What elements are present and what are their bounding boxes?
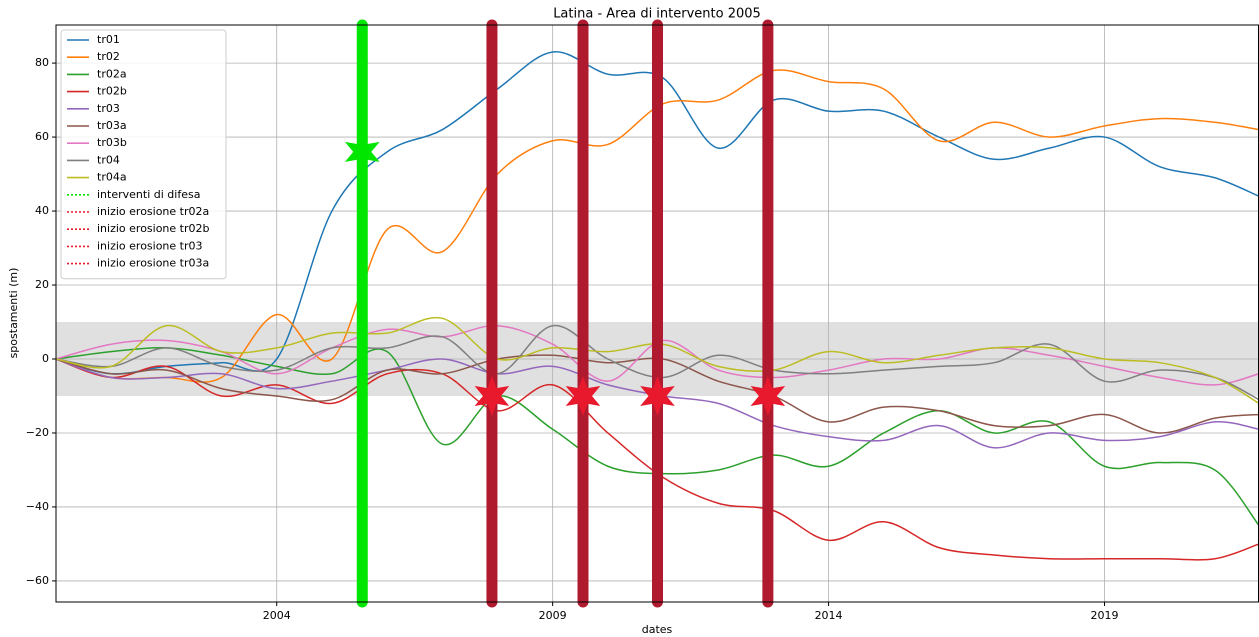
x-axis-label: dates <box>642 623 673 636</box>
event-marker <box>565 375 601 416</box>
y-tick-label: 80 <box>35 56 49 69</box>
y-tick-label: −40 <box>26 500 49 513</box>
y-tick-label: 60 <box>35 130 49 143</box>
event-marker <box>344 131 380 172</box>
legend-label: tr02a <box>97 67 127 80</box>
legend-label: interventi di difesa <box>97 188 200 201</box>
event-marker <box>640 375 675 416</box>
legend-label: tr02b <box>97 85 127 98</box>
y-tick-label: −60 <box>26 574 49 587</box>
chart-title: Latina - Area di intervento 2005 <box>553 7 761 22</box>
event-marker <box>474 375 510 416</box>
y-tick-label: 0 <box>42 352 49 365</box>
series-line <box>55 69 1259 383</box>
legend-label: tr03 <box>97 102 120 115</box>
legend-label: inizio erosione tr03a <box>97 257 209 270</box>
legend-label: tr04a <box>97 171 127 184</box>
legend-label: tr01 <box>97 33 120 46</box>
legend-label: inizio erosione tr03 <box>97 239 203 252</box>
legend: tr01 tr02 tr02a tr02b tr03 tr03a tr03b tr04 tr04… <box>60 29 227 280</box>
x-tick-label: 2014 <box>815 609 843 622</box>
series-line <box>55 51 1259 375</box>
legend-label: tr04 <box>97 153 120 166</box>
x-tick-label: 2019 <box>1090 609 1118 622</box>
y-tick-label: 40 <box>35 204 49 217</box>
y-tick-label: −20 <box>26 426 49 439</box>
legend-label: inizio erosione tr02b <box>97 222 210 235</box>
x-tick-label: 2009 <box>539 609 567 622</box>
legend-label: tr03a <box>97 119 127 132</box>
legend-label: tr02 <box>97 50 120 63</box>
y-tick-label: 20 <box>35 278 49 291</box>
y-axis-label: spostamenti (m) <box>7 268 20 359</box>
legend-label: inizio erosione tr02a <box>97 205 209 218</box>
legend-label: tr03b <box>97 136 127 149</box>
event-marker <box>750 375 786 416</box>
x-tick-label: 2004 <box>263 609 291 622</box>
legend-box <box>60 29 227 280</box>
